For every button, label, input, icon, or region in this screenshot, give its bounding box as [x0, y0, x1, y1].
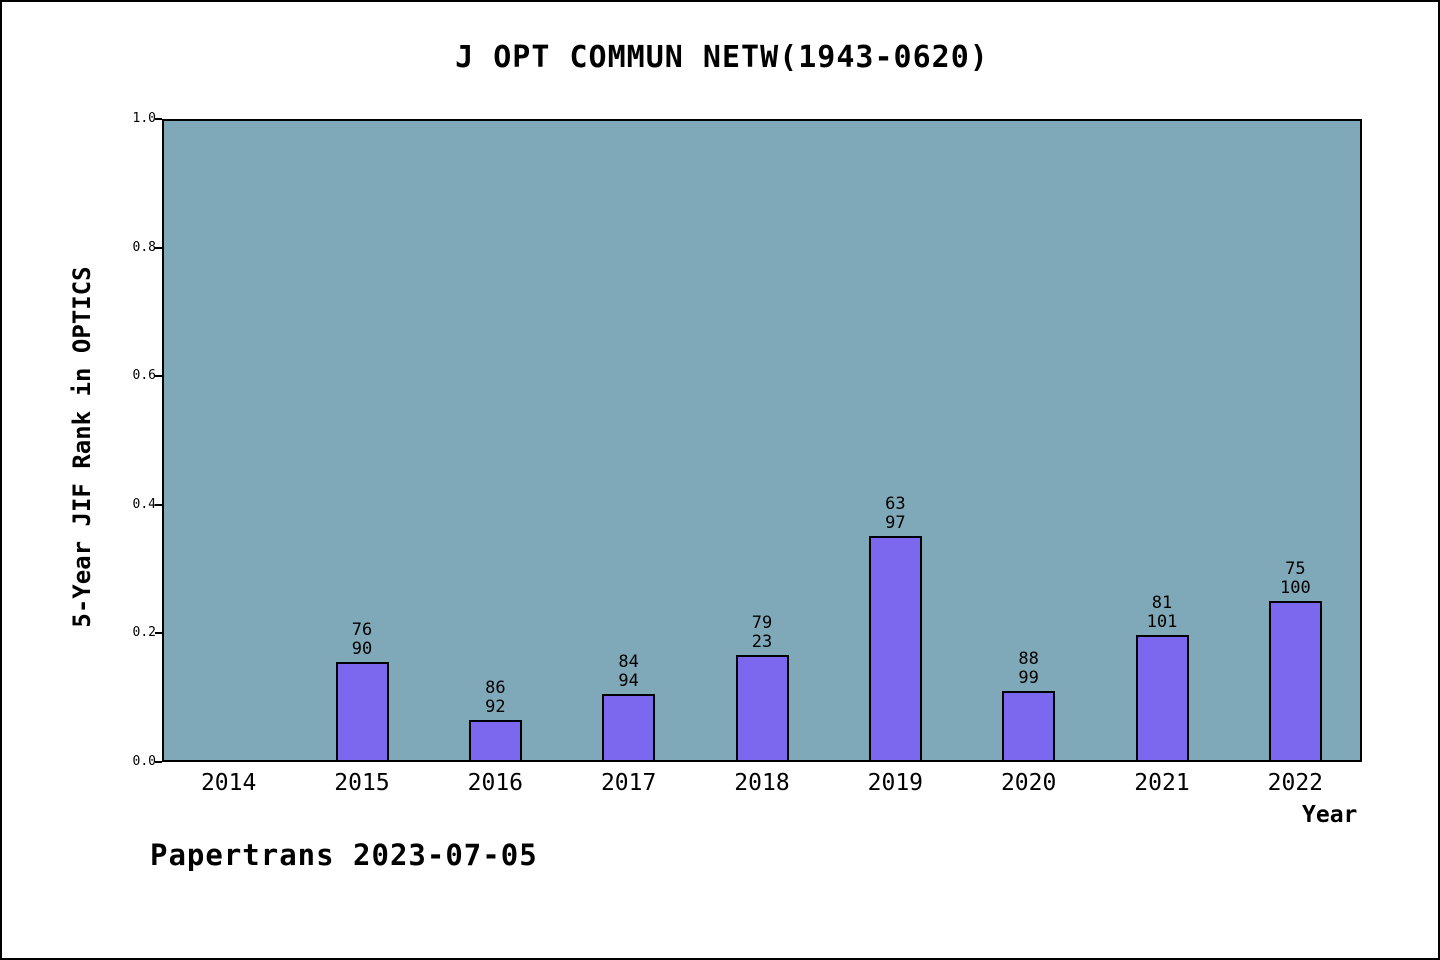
y-tick-mark: [155, 246, 162, 249]
x-tick-label: 2021: [1134, 770, 1190, 796]
y-tick-label: 1.0: [132, 111, 156, 126]
chart-title: J OPT COMMUN NETW(1943-0620): [455, 40, 989, 75]
x-tick-label: 2020: [1000, 770, 1057, 796]
y-axis-label: 5-Year JIF Rank in OPTICS: [68, 266, 96, 628]
bar-label-2022: 75 100: [1279, 559, 1311, 599]
y-tick-label: 0.8: [132, 239, 156, 255]
bar-label-2020: 88 99: [1018, 648, 1039, 688]
x-tick-label: 2014: [200, 770, 257, 796]
bar-label-2016: 86 92: [485, 678, 506, 718]
x-tick-label: 2015: [334, 770, 390, 796]
y-tick-mark: [155, 761, 162, 763]
bar-2020: [1002, 690, 1056, 762]
y-tick-mark: [155, 503, 162, 506]
x-tick-label: 2022: [1267, 770, 1324, 796]
x-tick-label: 2016: [467, 770, 524, 796]
x-tick-label: 2019: [867, 770, 924, 796]
bar-label-2019: 63 97: [885, 494, 906, 534]
bar-2017: [602, 693, 656, 762]
bar-2016: [468, 720, 522, 762]
y-tick-label: 0.0: [132, 754, 156, 769]
bar-label-2021: 81 101: [1146, 592, 1178, 632]
x-tick-label: 2017: [600, 770, 657, 796]
y-tick-mark: [155, 375, 162, 378]
bar-2019: [868, 536, 922, 762]
bar-label-2018: 79 23: [751, 613, 773, 653]
bar-2015: [335, 661, 389, 762]
bar-label-2017: 84 94: [618, 651, 639, 691]
bar-2022: [1268, 601, 1322, 762]
y-tick-label: 0.4: [132, 496, 156, 512]
x-axis-label: Year: [1302, 802, 1358, 828]
bar-2018: [735, 655, 789, 762]
y-tick-mark: [155, 118, 162, 120]
watermark-text: Papertrans 2023-07-05: [150, 838, 538, 872]
x-tick-label: 2018: [734, 770, 790, 796]
bar-2021: [1135, 634, 1189, 762]
y-tick-mark: [155, 632, 162, 635]
y-tick-label: 0.6: [132, 368, 156, 384]
bar-label-2015: 76 90: [351, 619, 373, 659]
y-tick-label: 0.2: [132, 625, 156, 641]
